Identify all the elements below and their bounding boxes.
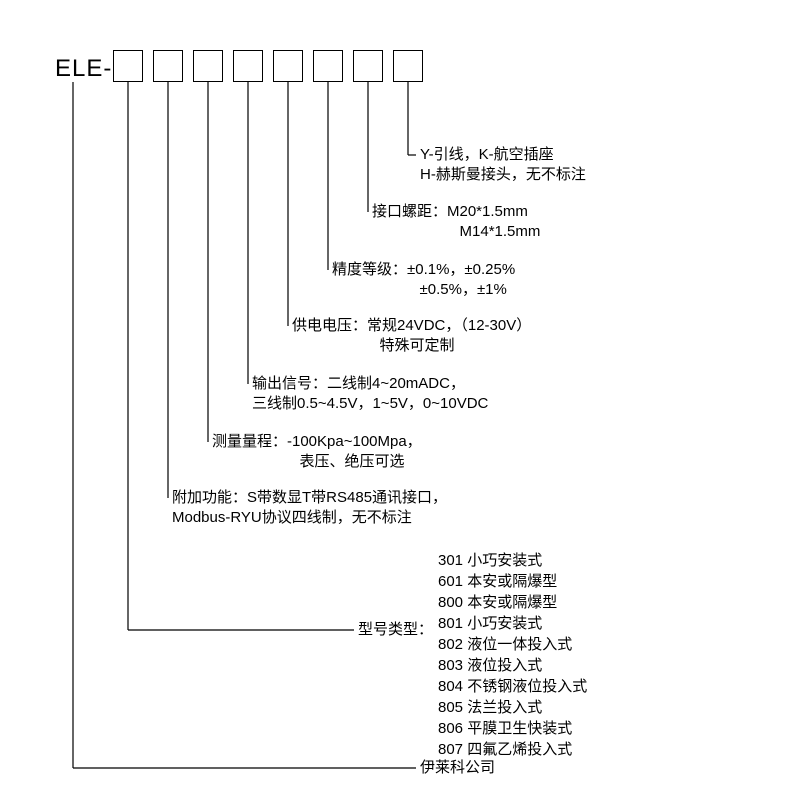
param-label-6: 附加功能：S带数显T带RS485通讯接口， Modbus-RYU协议四线制，无不… xyxy=(172,488,447,529)
param-label-1: 接口螺距：M20*1.5mm M14*1.5mm xyxy=(372,202,540,243)
type-list-item: 803 液位投入式 xyxy=(438,655,587,676)
diagram-container: ELE- Y-引线，K-航空插座 H-赫斯曼接头，无不标注接口螺距：M20*1.… xyxy=(0,0,800,800)
type-list-item: 801 小巧安装式 xyxy=(438,613,587,634)
type-list-item: 805 法兰投入式 xyxy=(438,697,587,718)
type-list-item: 804 不锈钢液位投入式 xyxy=(438,676,587,697)
param-label-2: 精度等级：±0.1%，±0.25% ±0.5%，±1% xyxy=(332,260,515,301)
type-list-item: 601 本安或隔爆型 xyxy=(438,571,587,592)
type-list-item: 301 小巧安装式 xyxy=(438,550,587,571)
company-label: 伊莱科公司 xyxy=(420,758,495,778)
type-label: 型号类型： xyxy=(358,620,433,640)
param-label-3: 供电电压：常规24VDC，（12-30V） 特殊可定制 xyxy=(292,316,531,357)
type-list-item: 800 本安或隔爆型 xyxy=(438,592,587,613)
param-label-4: 输出信号：二线制4~20mADC， 三线制0.5~4.5V，1~5V，0~10V… xyxy=(252,374,488,415)
param-label-0: Y-引线，K-航空插座 H-赫斯曼接头，无不标注 xyxy=(420,145,586,186)
type-list-item: 802 液位一体投入式 xyxy=(438,634,587,655)
type-list: 301 小巧安装式601 本安或隔爆型800 本安或隔爆型801 小巧安装式80… xyxy=(438,550,587,760)
type-list-item: 806 平膜卫生快装式 xyxy=(438,718,587,739)
type-list-item: 807 四氟乙烯投入式 xyxy=(438,739,587,760)
param-label-5: 测量量程：-100Kpa~100Mpa， 表压、绝压可选 xyxy=(212,432,422,473)
